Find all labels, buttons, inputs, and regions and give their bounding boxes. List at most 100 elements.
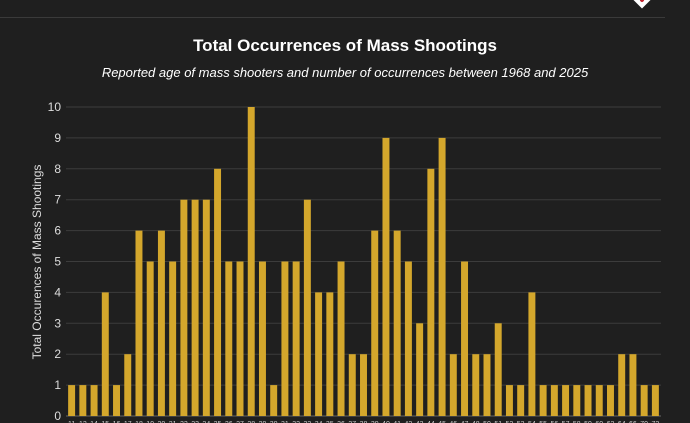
x-tick-label: 11 xyxy=(68,421,75,423)
x-tick-label: 23 xyxy=(191,421,199,423)
bar-59 xyxy=(584,385,592,416)
bar-42 xyxy=(404,261,412,416)
x-tick-label: 70 xyxy=(640,421,648,423)
bar-41 xyxy=(393,230,401,416)
bar-60 xyxy=(595,385,603,416)
x-tick-label: 66 xyxy=(629,421,637,423)
y-tick-label: 5 xyxy=(54,255,61,269)
y-tick-label: 4 xyxy=(54,285,61,299)
x-tick-label: 17 xyxy=(124,421,132,423)
chart-title: Total Occurrences of Mass Shootings xyxy=(193,36,497,55)
x-tick-label: 59 xyxy=(584,421,592,423)
bar-17 xyxy=(124,354,132,416)
bar-34 xyxy=(315,292,323,416)
x-tick-label: 42 xyxy=(405,421,413,423)
bar-58 xyxy=(573,385,581,416)
y-tick-label: 8 xyxy=(54,162,61,176)
bar-19 xyxy=(146,261,154,416)
bar-40 xyxy=(382,137,390,416)
bar-25 xyxy=(214,168,222,416)
x-tick-label: 28 xyxy=(247,421,255,423)
bar-39 xyxy=(371,230,379,416)
bar-64 xyxy=(618,354,626,416)
y-tick-label: 3 xyxy=(54,316,61,330)
x-tick-label: 47 xyxy=(461,421,469,423)
x-tick-label: 51 xyxy=(494,421,502,423)
y-axis-label: Total Occurences of Mass Shootings xyxy=(30,165,44,360)
x-tick-label: 48 xyxy=(472,421,480,423)
x-tick-label: 41 xyxy=(393,421,401,423)
x-tick-label: 19 xyxy=(146,421,154,423)
x-tick-label: 20 xyxy=(158,421,166,423)
x-tick-label: 50 xyxy=(483,421,491,423)
x-tick-label: 54 xyxy=(528,421,536,423)
bar-53 xyxy=(517,385,525,416)
bar-70 xyxy=(640,385,648,416)
bar-43 xyxy=(416,323,424,416)
bar-57 xyxy=(562,385,570,416)
x-tick-label: 60 xyxy=(595,421,603,423)
x-tick-label: 29 xyxy=(259,421,267,423)
bar-54 xyxy=(528,292,536,416)
bar-12 xyxy=(79,385,87,416)
y-tick-label: 0 xyxy=(54,409,61,423)
bar-29 xyxy=(258,261,266,416)
bar-21 xyxy=(169,261,177,416)
x-tick-label: 44 xyxy=(427,421,435,423)
bar-46 xyxy=(449,354,457,416)
bar-23 xyxy=(191,199,199,416)
x-tick-label: 40 xyxy=(382,421,390,423)
bar-24 xyxy=(202,199,210,416)
bar-33 xyxy=(303,199,311,416)
y-tick-label: 1 xyxy=(54,378,61,392)
x-tick-label: 36 xyxy=(337,421,345,423)
bar-66 xyxy=(629,354,637,416)
x-tick-label: 72 xyxy=(651,421,659,423)
x-tick-label: 38 xyxy=(360,421,368,423)
x-tick-label: 62 xyxy=(607,421,615,423)
y-tick-label: 10 xyxy=(48,100,62,114)
x-tick-label: 35 xyxy=(326,421,334,423)
bar-62 xyxy=(607,385,614,416)
bar-16 xyxy=(113,385,120,416)
x-tick-label: 57 xyxy=(562,421,570,423)
chart-subtitle: Reported age of mass shooters and number… xyxy=(101,65,589,80)
bar-51 xyxy=(494,323,502,416)
y-tick-label: 7 xyxy=(54,193,61,207)
bar-31 xyxy=(281,261,289,416)
x-tick-label: 56 xyxy=(550,421,558,423)
x-tick-label: 64 xyxy=(618,421,626,423)
x-tick-label: 32 xyxy=(292,421,300,423)
x-tick-label: 43 xyxy=(416,421,424,423)
x-tick-label: 52 xyxy=(506,421,514,423)
x-tick-label: 58 xyxy=(573,421,581,423)
x-tick-label: 16 xyxy=(113,421,121,423)
x-tick-label: 15 xyxy=(101,421,109,423)
bar-36 xyxy=(337,261,345,416)
bar-14 xyxy=(90,385,98,416)
x-tick-label: 34 xyxy=(315,421,323,423)
x-tick-label: 24 xyxy=(202,421,210,423)
bar-28 xyxy=(247,107,255,416)
bar-37 xyxy=(348,354,356,416)
bar-15 xyxy=(101,292,109,416)
x-tick-label: 31 xyxy=(281,421,289,423)
x-tick-label: 53 xyxy=(517,421,525,423)
bar-18 xyxy=(135,230,143,416)
y-tick-label: 2 xyxy=(54,347,61,361)
bar-72 xyxy=(651,385,659,416)
bar-27 xyxy=(236,261,244,416)
x-tick-label: 27 xyxy=(236,421,244,423)
bar-50 xyxy=(483,354,491,416)
bar-44 xyxy=(427,168,435,416)
bar-45 xyxy=(438,137,446,416)
x-tick-label: 45 xyxy=(438,421,446,423)
x-tick-label: 25 xyxy=(214,421,222,423)
x-tick-label: 18 xyxy=(135,421,143,423)
header-divider xyxy=(0,17,665,18)
x-tick-label: 55 xyxy=(539,421,547,423)
x-tick-label: 12 xyxy=(79,421,87,423)
x-tick-label: 33 xyxy=(303,421,311,423)
bar-32 xyxy=(292,261,300,416)
